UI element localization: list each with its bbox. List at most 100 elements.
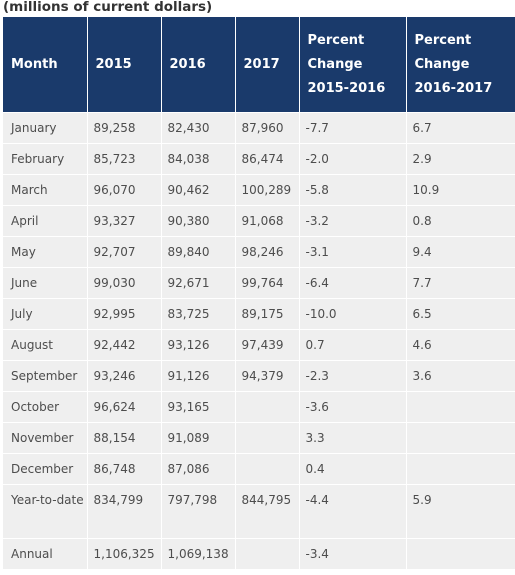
percent-change-2016-2017-cell [406,391,515,423]
table-row: July 92,995 83,725 89,175 -10.0 6.5 [3,298,515,330]
value-2015-cell: 93,327 [87,205,162,237]
percent-change-2016-2017-cell [406,538,515,569]
table-row: August 92,442 93,126 97,439 0.7 4.6 [3,329,515,361]
table-row: June 99,030 92,671 99,764 -6.4 7.7 [3,267,515,299]
value-2017-cell: 94,379 [235,360,300,392]
value-2016-cell: 89,840 [161,236,236,268]
value-2016-cell: 91,126 [161,360,236,392]
month-cell: November [3,422,88,454]
percent-change-2015-2016-cell: 3.3 [299,422,407,454]
month-cell: Year-to-date [3,484,88,539]
table-row: November 88,154 91,089 3.3 [3,422,515,454]
percent-change-2016-2017-cell: 5.9 [406,484,515,539]
month-cell: June [3,267,88,299]
percent-change-2015-2016-cell: -3.1 [299,236,407,268]
percent-change-2016-2017-cell: 10.9 [406,174,515,206]
value-2017-cell: 91,068 [235,205,300,237]
percent-change-2016-2017-cell [406,422,515,454]
table-row: February 85,723 84,038 86,474 -2.0 2.9 [3,143,515,175]
header-pc2-line1: Percent [414,32,472,48]
value-2016-cell: 83,725 [161,298,236,330]
value-2016-cell: 87,086 [161,453,236,485]
value-2016-cell: 90,380 [161,205,236,237]
table-body: January 89,258 82,430 87,960 -7.7 6.7 February… [3,112,515,569]
value-2017-cell [235,453,300,485]
value-2016-cell: 90,462 [161,174,236,206]
month-cell: January [3,112,88,144]
header-2016: 2016 [161,17,236,113]
header-pc1-line1: Percent [307,32,365,48]
value-2016-cell: 91,089 [161,422,236,454]
month-cell: May [3,236,88,268]
month-cell: July [3,298,88,330]
value-2017-cell: 98,246 [235,236,300,268]
value-2016-cell: 93,165 [161,391,236,423]
table-row: March 96,070 90,462 100,289 -5.8 10.9 [3,174,515,206]
percent-change-2015-2016-cell: -10.0 [299,298,407,330]
table-row: April 93,327 90,380 91,068 -3.2 0.8 [3,205,515,237]
value-2017-cell: 844,795 [235,484,300,539]
value-2015-cell: 96,070 [87,174,162,206]
percent-change-2016-2017-cell [406,453,515,485]
value-2016-cell: 93,126 [161,329,236,361]
value-2017-cell [235,422,300,454]
month-cell: Annual [3,538,88,569]
percent-change-2015-2016-cell: 0.7 [299,329,407,361]
value-2015-cell: 1,106,325 [87,538,162,569]
month-cell: March [3,174,88,206]
header-percent-change-2016-2017: Percent Change 2016-2017 [406,17,515,113]
value-2017-cell: 89,175 [235,298,300,330]
value-2016-cell: 84,038 [161,143,236,175]
value-2016-cell: 92,671 [161,267,236,299]
header-month: Month [3,17,88,113]
table-row: January 89,258 82,430 87,960 -7.7 6.7 [3,112,515,144]
value-2015-cell: 86,748 [87,453,162,485]
value-2015-cell: 834,799 [87,484,162,539]
header-2017: 2017 [235,17,300,113]
percent-change-2015-2016-cell: -2.0 [299,143,407,175]
percent-change-2015-2016-cell: -4.4 [299,484,407,539]
month-cell: September [3,360,88,392]
sales-table: Month 2015 2016 2017 Percent Change 2015… [3,17,515,569]
month-cell: April [3,205,88,237]
value-2016-cell: 797,798 [161,484,236,539]
value-2015-cell: 85,723 [87,143,162,175]
percent-change-2015-2016-cell: -2.3 [299,360,407,392]
value-2017-cell [235,538,300,569]
table-row: Annual 1,106,325 1,069,138 -3.4 [3,538,515,569]
percent-change-2015-2016-cell: -3.6 [299,391,407,423]
value-2015-cell: 88,154 [87,422,162,454]
value-2017-cell [235,391,300,423]
month-cell: February [3,143,88,175]
percent-change-2015-2016-cell: -7.7 [299,112,407,144]
value-2017-cell: 97,439 [235,329,300,361]
table-row: Year-to-date 834,799 797,798 844,795 -4.4 5.9 [3,484,515,539]
header-pc1-line3: 2015-2016 [307,80,386,96]
percent-change-2016-2017-cell: 6.5 [406,298,515,330]
value-2017-cell: 99,764 [235,267,300,299]
month-cell: October [3,391,88,423]
value-2015-cell: 96,624 [87,391,162,423]
value-2015-cell: 92,442 [87,329,162,361]
value-2015-cell: 99,030 [87,267,162,299]
header-pc1-line2: Change [307,56,363,72]
table-row: December 86,748 87,086 0.4 [3,453,515,485]
value-2017-cell: 86,474 [235,143,300,175]
value-2017-cell: 87,960 [235,112,300,144]
percent-change-2015-2016-cell: -3.2 [299,205,407,237]
value-2015-cell: 92,995 [87,298,162,330]
table-caption: (millions of current dollars) [3,0,213,15]
percent-change-2016-2017-cell: 2.9 [406,143,515,175]
percent-change-2015-2016-cell: -6.4 [299,267,407,299]
percent-change-2016-2017-cell: 9.4 [406,236,515,268]
table-row: September 93,246 91,126 94,379 -2.3 3.6 [3,360,515,392]
table-row: May 92,707 89,840 98,246 -3.1 9.4 [3,236,515,268]
percent-change-2016-2017-cell: 4.6 [406,329,515,361]
header-pc2-line2: Change [414,56,470,72]
value-2015-cell: 92,707 [87,236,162,268]
table-row: October 96,624 93,165 -3.6 [3,391,515,423]
percent-change-2016-2017-cell: 7.7 [406,267,515,299]
percent-change-2016-2017-cell: 0.8 [406,205,515,237]
value-2016-cell: 1,069,138 [161,538,236,569]
percent-change-2015-2016-cell: -3.4 [299,538,407,569]
